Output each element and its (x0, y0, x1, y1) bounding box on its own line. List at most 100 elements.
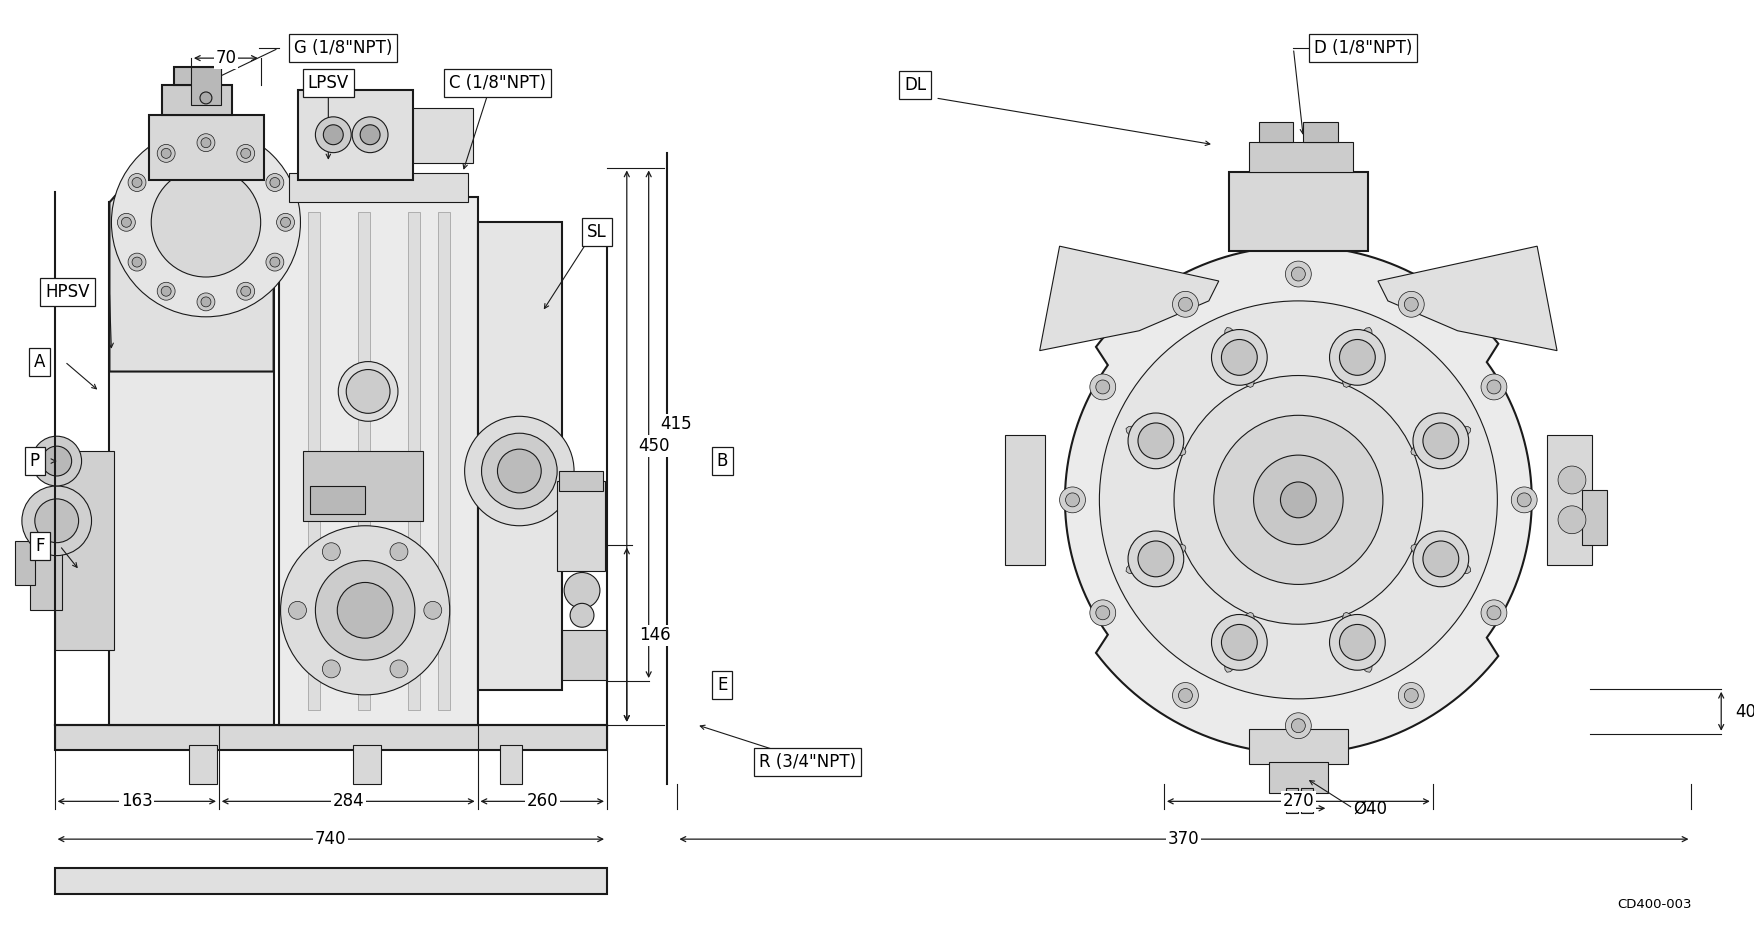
Circle shape (1330, 614, 1386, 670)
Polygon shape (109, 180, 274, 372)
Polygon shape (1379, 246, 1558, 351)
Circle shape (270, 178, 281, 187)
Bar (298, 90, 412, 180)
Circle shape (1212, 330, 1266, 385)
Bar (189, 745, 217, 785)
Bar (558, 481, 605, 571)
Bar (310, 486, 365, 514)
Circle shape (128, 173, 146, 191)
Circle shape (1214, 416, 1382, 585)
Circle shape (1100, 301, 1498, 699)
Polygon shape (1342, 327, 1372, 387)
Bar (191, 68, 221, 105)
Circle shape (482, 434, 558, 509)
Bar (1286, 788, 1298, 813)
Polygon shape (1126, 544, 1186, 573)
Text: 260: 260 (526, 792, 558, 810)
Circle shape (1291, 267, 1305, 281)
Circle shape (158, 145, 175, 163)
Circle shape (1422, 423, 1459, 458)
Bar (1301, 788, 1314, 813)
Text: 70: 70 (216, 49, 237, 68)
Circle shape (1512, 487, 1537, 513)
Bar (1249, 142, 1352, 171)
Polygon shape (1224, 612, 1254, 672)
Circle shape (1340, 340, 1375, 376)
Circle shape (1422, 541, 1459, 577)
Circle shape (316, 117, 351, 153)
Text: 146: 146 (638, 626, 670, 644)
Bar (409, 212, 419, 709)
Circle shape (1398, 291, 1424, 318)
Circle shape (132, 257, 142, 267)
Text: Ø40: Ø40 (1352, 799, 1387, 817)
Circle shape (32, 437, 82, 486)
Circle shape (1179, 298, 1193, 311)
Circle shape (465, 417, 574, 526)
Bar (161, 85, 232, 115)
Bar (1230, 171, 1368, 251)
Bar (477, 223, 561, 689)
Circle shape (1280, 482, 1316, 517)
Circle shape (1480, 374, 1507, 399)
Circle shape (200, 92, 212, 104)
Text: C (1/8"NPT): C (1/8"NPT) (449, 74, 545, 92)
Bar (109, 203, 274, 725)
Polygon shape (1040, 246, 1219, 351)
Circle shape (202, 297, 210, 307)
Circle shape (1558, 506, 1586, 534)
Circle shape (202, 138, 210, 147)
Circle shape (1096, 606, 1110, 620)
Circle shape (1059, 487, 1086, 513)
Circle shape (1128, 531, 1184, 587)
Bar (30, 521, 61, 611)
Circle shape (267, 253, 284, 271)
Bar (1582, 490, 1607, 545)
Polygon shape (1065, 246, 1531, 753)
Circle shape (1173, 376, 1422, 624)
Bar (54, 451, 114, 650)
Circle shape (1089, 374, 1116, 399)
Circle shape (158, 282, 175, 301)
Polygon shape (1224, 327, 1254, 387)
Circle shape (1066, 493, 1079, 507)
Circle shape (288, 601, 307, 619)
Circle shape (281, 526, 449, 695)
Circle shape (121, 218, 132, 227)
Circle shape (337, 582, 393, 638)
Circle shape (360, 125, 381, 145)
Circle shape (1286, 713, 1312, 739)
Circle shape (270, 257, 281, 267)
Circle shape (240, 286, 251, 296)
Circle shape (323, 543, 340, 561)
Text: B: B (717, 452, 728, 470)
Bar (358, 212, 370, 709)
Circle shape (1172, 291, 1198, 318)
Circle shape (118, 213, 135, 231)
Text: D (1/8"NPT): D (1/8"NPT) (1314, 39, 1412, 57)
Circle shape (1096, 380, 1110, 394)
Circle shape (1291, 719, 1305, 732)
Text: A: A (33, 353, 46, 371)
Bar (1547, 436, 1593, 565)
Circle shape (570, 603, 595, 628)
Text: E: E (717, 676, 728, 694)
Bar (353, 745, 381, 785)
Circle shape (339, 361, 398, 421)
Circle shape (196, 134, 216, 151)
Circle shape (1286, 262, 1312, 287)
Circle shape (35, 499, 79, 543)
Text: 415: 415 (661, 416, 693, 434)
Circle shape (498, 449, 542, 493)
Circle shape (1330, 330, 1386, 385)
Bar (309, 212, 321, 709)
Circle shape (21, 486, 91, 555)
Circle shape (237, 145, 254, 163)
Circle shape (1128, 413, 1184, 469)
Circle shape (267, 173, 284, 191)
Bar (1259, 122, 1293, 142)
Circle shape (1340, 625, 1375, 660)
Circle shape (323, 660, 340, 678)
Circle shape (1398, 683, 1424, 708)
Bar (1268, 762, 1328, 793)
